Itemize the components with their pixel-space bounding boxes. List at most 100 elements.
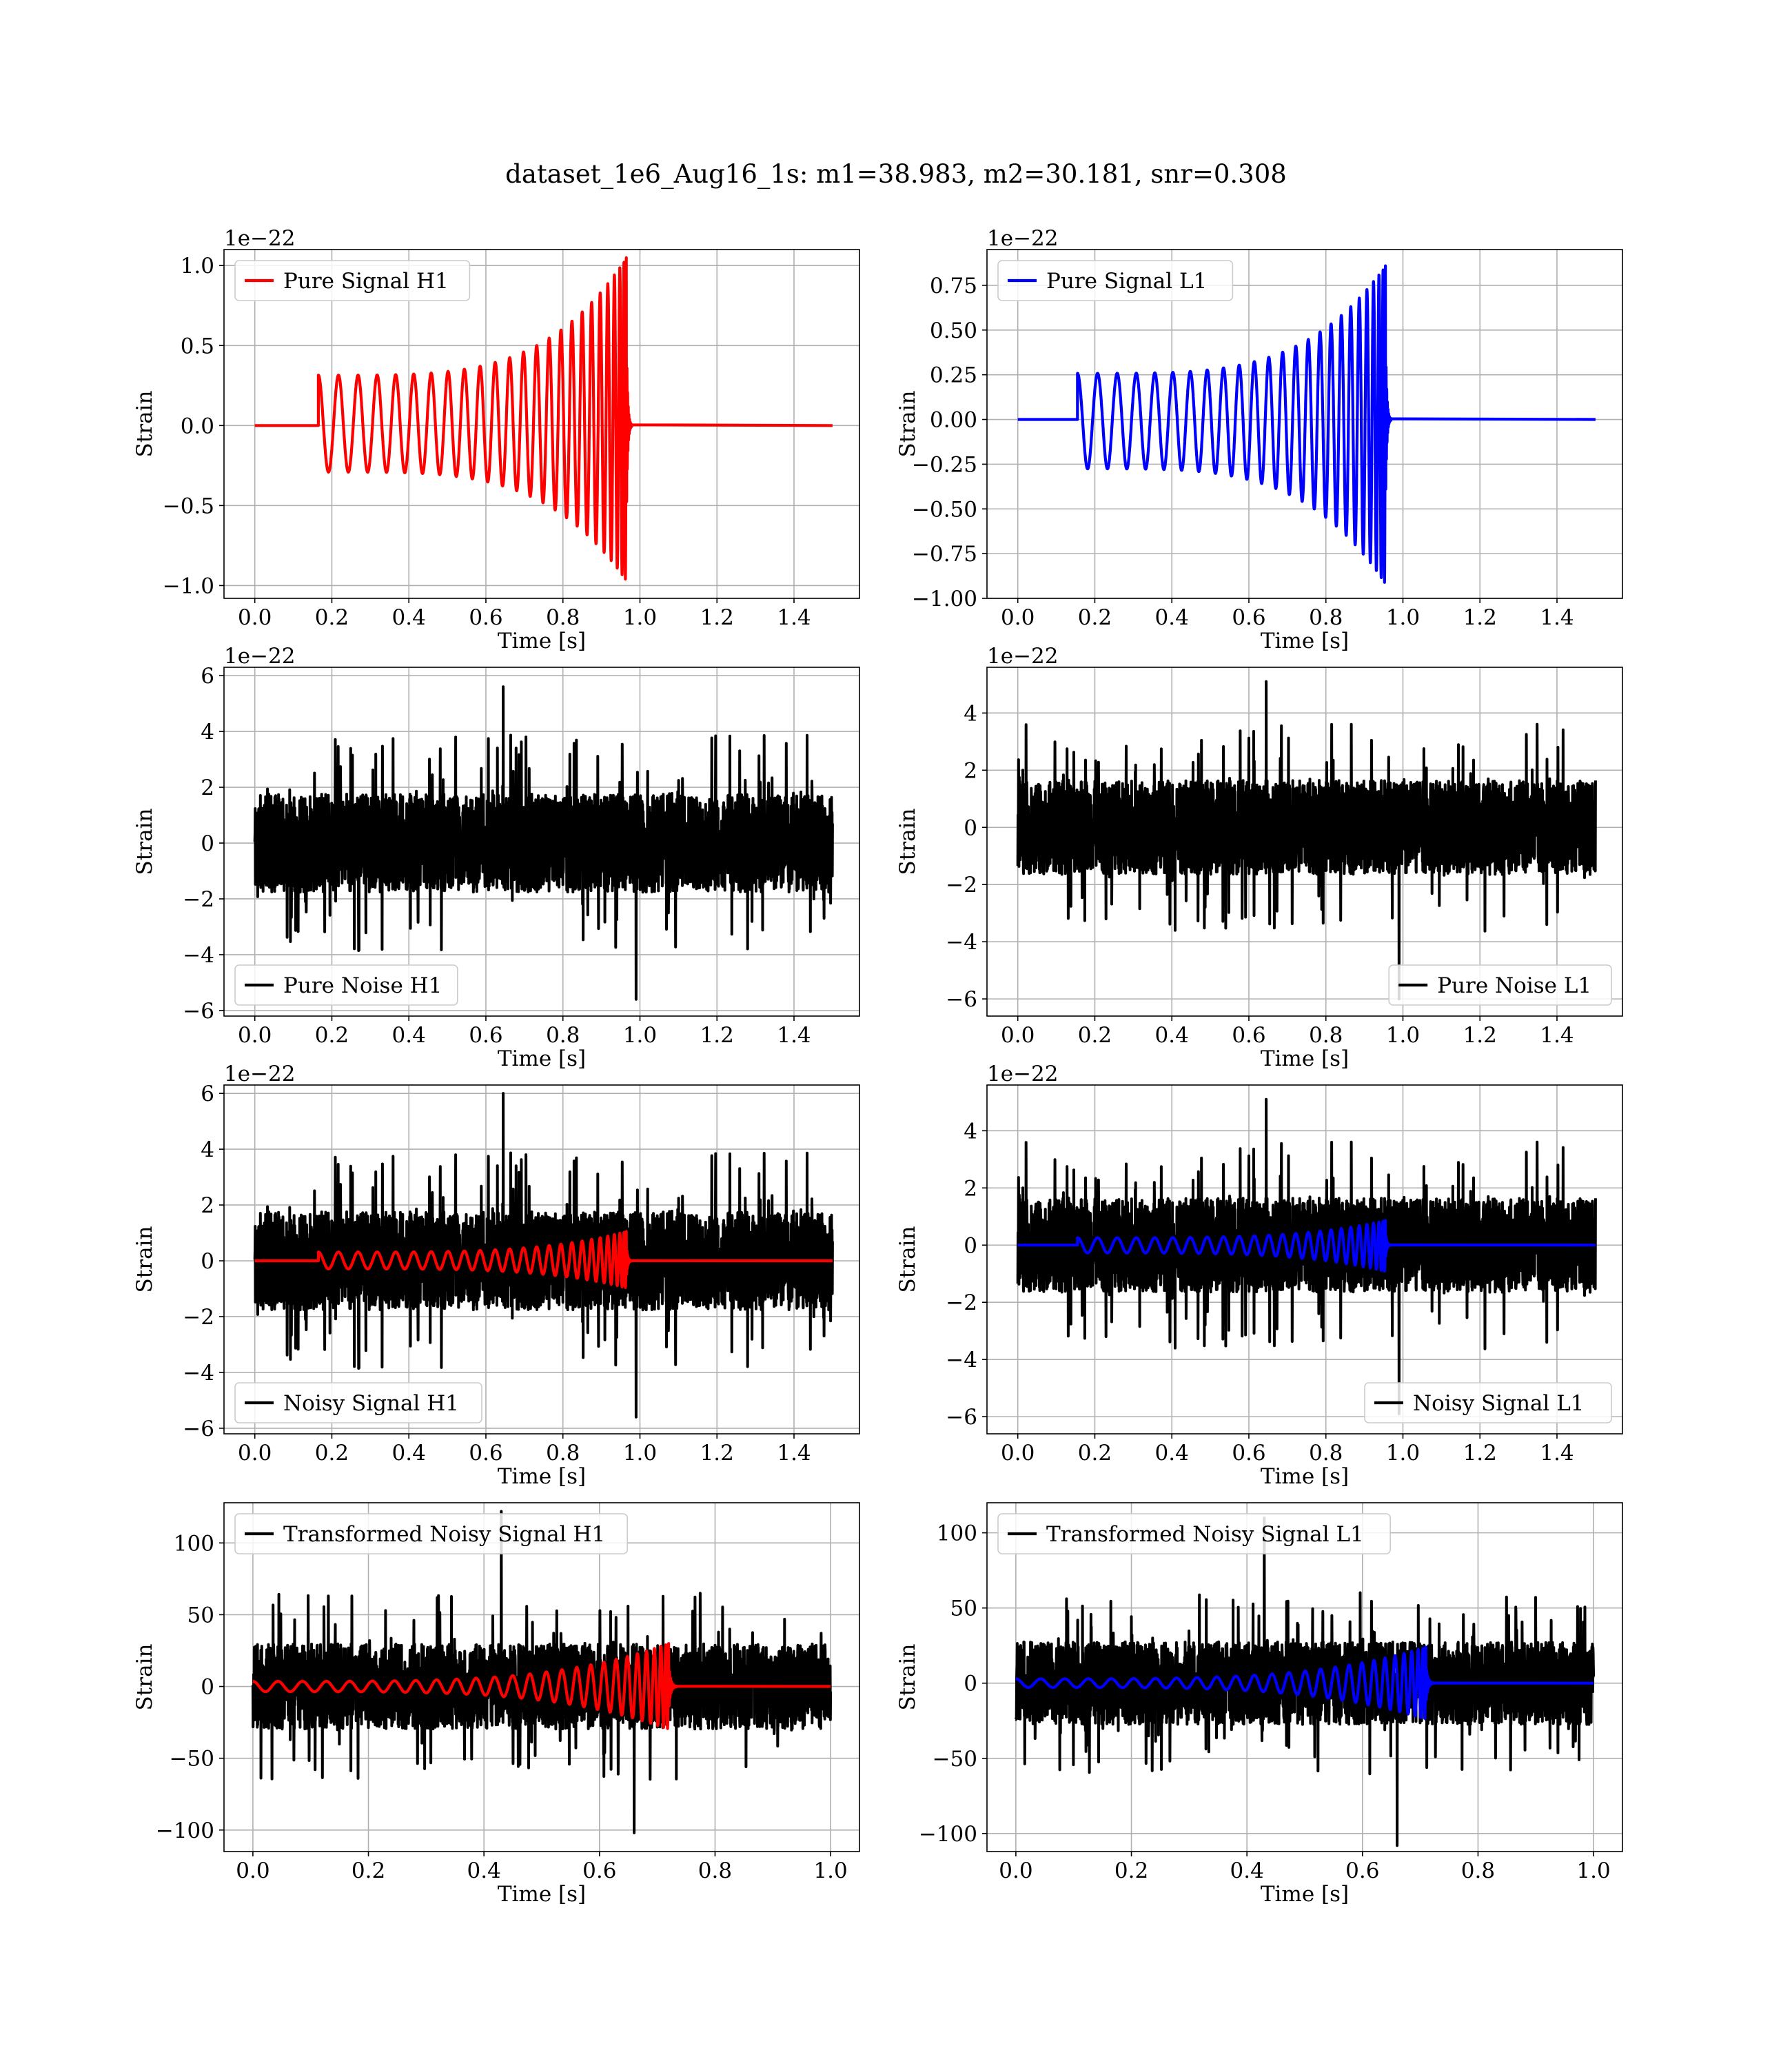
series-line-signal-1 xyxy=(254,1230,833,1289)
y-tick-label: −4 xyxy=(946,930,977,955)
x-tick-label: 1.2 xyxy=(1463,1441,1497,1466)
x-tick-label: 1.4 xyxy=(777,1023,811,1048)
x-axis-label: Time [s] xyxy=(1261,629,1349,653)
x-tick-label: 0.8 xyxy=(546,1023,580,1048)
y-tick-label: −2 xyxy=(946,873,977,898)
y-tick-label: 4 xyxy=(201,1137,214,1162)
y-axis-label: Strain xyxy=(895,809,920,875)
x-tick-label: 0.2 xyxy=(315,605,349,630)
x-tick-label: 0.4 xyxy=(392,1023,426,1048)
x-tick-label: 0.4 xyxy=(392,605,426,630)
axes-frame xyxy=(986,667,1623,1017)
panel-transformed-noisy-signal-h1: 0.0 0.2 0.4 0.6 0.8 1.0 −100 −50 0 50 100 Time [s] S… xyxy=(132,1502,860,1907)
x-tick-label: 1.4 xyxy=(777,605,811,630)
x-tick-label: 0.2 xyxy=(315,1441,349,1466)
series-line-noise-0 xyxy=(253,1092,834,1419)
panel-pure-signal-h1: 0.0 0.2 0.4 0.6 0.8 1.0 1.2 1.4 −1.0 −0.5 0.0 0.5 1.… xyxy=(132,226,860,653)
y-axis-label: Strain xyxy=(895,1644,920,1711)
legend-label: Noisy Signal L1 xyxy=(1413,1391,1585,1416)
x-tick-label: 0.4 xyxy=(1155,605,1189,630)
y-tick-label: 0.75 xyxy=(930,274,977,298)
x-tick-label: 0.6 xyxy=(469,1023,502,1048)
x-tick-label: 0.0 xyxy=(999,1858,1032,1883)
panel-pure-noise-l1: 0.0 0.2 0.4 0.6 0.8 1.0 1.2 1.4 −6 −4 −2 0 2 4 Time [s… xyxy=(895,644,1623,1071)
x-tick-label: 1.4 xyxy=(1540,1023,1574,1048)
x-tick-label: 1.2 xyxy=(700,1441,734,1466)
axes-frame xyxy=(986,249,1623,599)
x-tick-label: 0.6 xyxy=(469,1441,502,1466)
y-tick-label: −1.0 xyxy=(163,574,214,598)
legend: Pure Noise H1 xyxy=(234,964,458,1006)
x-tick-label: 0.6 xyxy=(1232,1023,1265,1048)
series-line-noise-0 xyxy=(1015,1516,1596,1847)
series-line-signal-0 xyxy=(1017,264,1596,584)
x-tick-label: 1.0 xyxy=(623,1441,657,1466)
y-tick-label: 100 xyxy=(937,1521,977,1546)
axes-frame xyxy=(223,249,860,599)
x-tick-label: 1.0 xyxy=(1386,1023,1420,1048)
x-tick-label: 1.0 xyxy=(1576,1858,1610,1883)
y-tick-label: 0 xyxy=(964,1233,977,1258)
y-tick-label: 6 xyxy=(201,664,214,689)
x-tick-label: 0.0 xyxy=(1001,1023,1035,1048)
x-tick-label: 0.0 xyxy=(238,605,272,630)
axes-frame xyxy=(986,1502,1623,1852)
y-tick-label: −0.50 xyxy=(912,497,977,522)
series-line-noise-0 xyxy=(251,1510,833,1834)
y-tick-label: 0 xyxy=(964,815,977,840)
y-tick-label: 4 xyxy=(201,720,214,744)
y-axis-label: Strain xyxy=(132,1226,157,1293)
x-tick-label: 1.0 xyxy=(623,605,657,630)
y-tick-label: −50 xyxy=(170,1747,214,1772)
panel-noisy-signal-h1: 0.0 0.2 0.4 0.6 0.8 1.0 1.2 1.4 −6 −4 −2 0 2 4 6 Time [… xyxy=(132,1062,860,1489)
series-line-signal-1 xyxy=(252,1642,831,1730)
legend: Pure Noise L1 xyxy=(1388,964,1612,1006)
y-tick-label: 0.0 xyxy=(181,414,214,438)
x-tick-label: 1.2 xyxy=(700,1023,734,1048)
x-tick-label: 0.4 xyxy=(1230,1858,1264,1883)
legend: Pure Signal H1 xyxy=(234,260,471,301)
panel-transformed-noisy-signal-l1: 0.0 0.2 0.4 0.6 0.8 1.0 −100 −50 0 50 100 Time [s] S… xyxy=(895,1502,1623,1907)
y-tick-label: 4 xyxy=(964,1119,977,1144)
y-axis-label: Strain xyxy=(895,1226,920,1293)
y-tick-label: −6 xyxy=(946,987,977,1012)
y-tick-label: −6 xyxy=(183,1417,214,1441)
y-tick-label: −4 xyxy=(946,1348,977,1372)
x-tick-label: 1.2 xyxy=(1463,605,1497,630)
y-tick-label: −50 xyxy=(933,1747,977,1772)
offset-text: 1e−22 xyxy=(987,1062,1059,1086)
panel-noisy-signal-l1: 0.0 0.2 0.4 0.6 0.8 1.0 1.2 1.4 −6 −4 −2 0 2 4 Time [s… xyxy=(895,1062,1623,1489)
x-tick-label: 1.0 xyxy=(813,1858,847,1883)
x-tick-label: 0.0 xyxy=(1001,605,1035,630)
y-tick-label: 1.0 xyxy=(181,254,214,278)
legend-label: Transformed Noisy Signal L1 xyxy=(1046,1522,1364,1547)
legend: Noisy Signal H1 xyxy=(234,1382,482,1423)
x-tick-label: 0.2 xyxy=(1078,1023,1112,1048)
y-tick-label: −6 xyxy=(183,999,214,1024)
x-tick-label: 0.8 xyxy=(546,1441,580,1466)
x-tick-label: 0.6 xyxy=(1232,605,1265,630)
x-tick-label: 0.0 xyxy=(236,1858,269,1883)
x-tick-label: 0.8 xyxy=(546,605,580,630)
offset-text: 1e−22 xyxy=(224,644,296,669)
x-tick-label: 0.2 xyxy=(352,1858,385,1883)
offset-text: 1e−22 xyxy=(224,226,296,251)
legend: Noisy Signal L1 xyxy=(1364,1382,1612,1423)
y-tick-label: 0 xyxy=(201,831,214,856)
y-tick-label: 2 xyxy=(201,776,214,800)
y-tick-label: 2 xyxy=(964,758,977,783)
offset-text: 1e−22 xyxy=(224,1062,296,1086)
x-tick-label: 1.2 xyxy=(700,605,734,630)
x-axis-label: Time [s] xyxy=(1261,1046,1349,1071)
y-tick-label: 6 xyxy=(201,1082,214,1106)
series-line-signal-0 xyxy=(254,256,833,581)
x-tick-label: 0.0 xyxy=(238,1441,272,1466)
y-tick-label: −2 xyxy=(946,1290,977,1315)
y-tick-label: −0.75 xyxy=(912,542,977,567)
legend-label: Pure Signal L1 xyxy=(1046,269,1207,294)
y-tick-label: −1.00 xyxy=(912,587,977,611)
axes-frame xyxy=(223,667,860,1017)
x-tick-label: 0.6 xyxy=(1232,1441,1265,1466)
x-tick-label: 0.8 xyxy=(698,1858,732,1883)
